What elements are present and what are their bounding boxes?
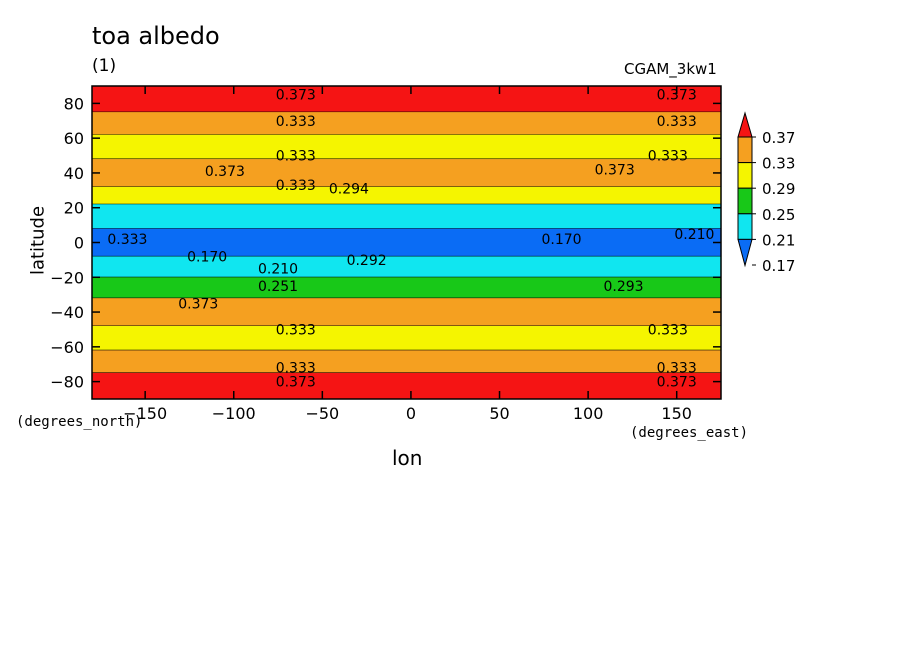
contour-label-1: 0.373 [657, 88, 697, 104]
contour-label-17: 0.251 [258, 279, 298, 295]
y-tick-label-3: −20 [50, 268, 84, 287]
colorbar: 0.37 0.33 0.29 0.25 0.21 0.17 [737, 111, 795, 275]
albedo-band-5 [92, 204, 721, 229]
x-tick-label-2: −50 [305, 404, 339, 423]
albedo-band-11 [92, 350, 721, 373]
colorbar-swatch-4 [737, 136, 753, 164]
x-tick-label-4: 50 [489, 404, 509, 423]
albedo-band-7 [92, 256, 721, 278]
x-axis-label: lon [392, 446, 423, 470]
contour-label-24: 0.373 [657, 375, 697, 391]
contour-label-20: 0.333 [648, 322, 688, 338]
contour-label-0: 0.373 [276, 88, 316, 104]
colorbar-swatch-2 [737, 187, 753, 215]
contour-label-2: 0.333 [276, 114, 316, 130]
colorbar-label-5: 0.37 [762, 129, 795, 147]
albedo-band-10 [92, 325, 721, 351]
colorbar-swatch-1 [737, 213, 753, 240]
chart-title: toa albedo [92, 22, 220, 50]
y-tick-label-8: 80 [64, 94, 84, 113]
x-axis-units: (degrees_east) [630, 425, 749, 441]
contour-label-19: 0.333 [276, 322, 316, 338]
x-tick-label-5: 100 [573, 404, 604, 423]
y-tick-label-6: 40 [64, 164, 84, 183]
albedo-band-12 [92, 372, 721, 399]
chart-subtitle: (1) [92, 56, 117, 76]
albedo-band-3 [92, 159, 721, 187]
contour-label-7: 0.373 [595, 162, 635, 178]
contour-label-4: 0.333 [276, 149, 316, 165]
albedo-band-9 [92, 298, 721, 326]
colorbar-label-4: 0.33 [762, 155, 795, 173]
y-axis-units: (degrees_north) [16, 414, 143, 430]
contour-label-11: 0.170 [187, 249, 227, 265]
contour-label-6: 0.373 [205, 164, 245, 180]
albedo-band-1 [92, 112, 721, 135]
colorbar-label-2: 0.25 [762, 206, 795, 224]
albedo-band-2 [92, 134, 721, 160]
contour-label-22: 0.333 [657, 361, 697, 377]
y-tick-label-7: 60 [64, 129, 84, 148]
y-tick-label-5: 20 [64, 199, 84, 218]
contour-label-21: 0.333 [276, 361, 316, 377]
run-label: CGAM_3kw1 [624, 60, 717, 78]
colorbar-label-1: 0.21 [762, 231, 795, 249]
contour-label-18: 0.293 [604, 279, 644, 295]
x-tick-label-0: −150 [123, 404, 167, 423]
y-tick-label-0: −80 [50, 373, 84, 392]
y-tick-label-4: 0 [74, 234, 84, 253]
contour-label-16: 0.373 [178, 296, 218, 312]
contour-label-9: 0.294 [329, 182, 369, 198]
colorbar-arrow-high [737, 111, 753, 138]
contour-label-8: 0.333 [276, 178, 316, 194]
x-tick-label-1: −100 [212, 404, 256, 423]
colorbar-arrow-low [737, 238, 753, 268]
albedo-band-6 [92, 228, 721, 257]
y-tick-label-2: −40 [50, 303, 84, 322]
contour-label-23: 0.373 [276, 375, 316, 391]
x-tick-label-3: 0 [406, 404, 416, 423]
contour-label-3: 0.333 [657, 114, 697, 130]
colorbar-label-3: 0.29 [762, 180, 795, 198]
x-tick-label-6: 150 [661, 404, 692, 423]
colorbar-swatch-3 [737, 162, 753, 189]
contour-label-10: 0.333 [107, 232, 147, 248]
contour-label-14: 0.170 [541, 232, 581, 248]
albedo-band-8 [92, 277, 721, 299]
contour-label-13: 0.210 [258, 262, 298, 278]
y-tick-label-1: −60 [50, 338, 84, 357]
contour-label-5: 0.333 [648, 149, 688, 165]
colorbar-label-0: 0.17 [762, 257, 795, 275]
contour-label-15: 0.210 [674, 227, 714, 243]
contour-label-12: 0.292 [347, 253, 387, 269]
albedo-band-0 [92, 86, 721, 113]
albedo-band-4 [92, 186, 721, 205]
